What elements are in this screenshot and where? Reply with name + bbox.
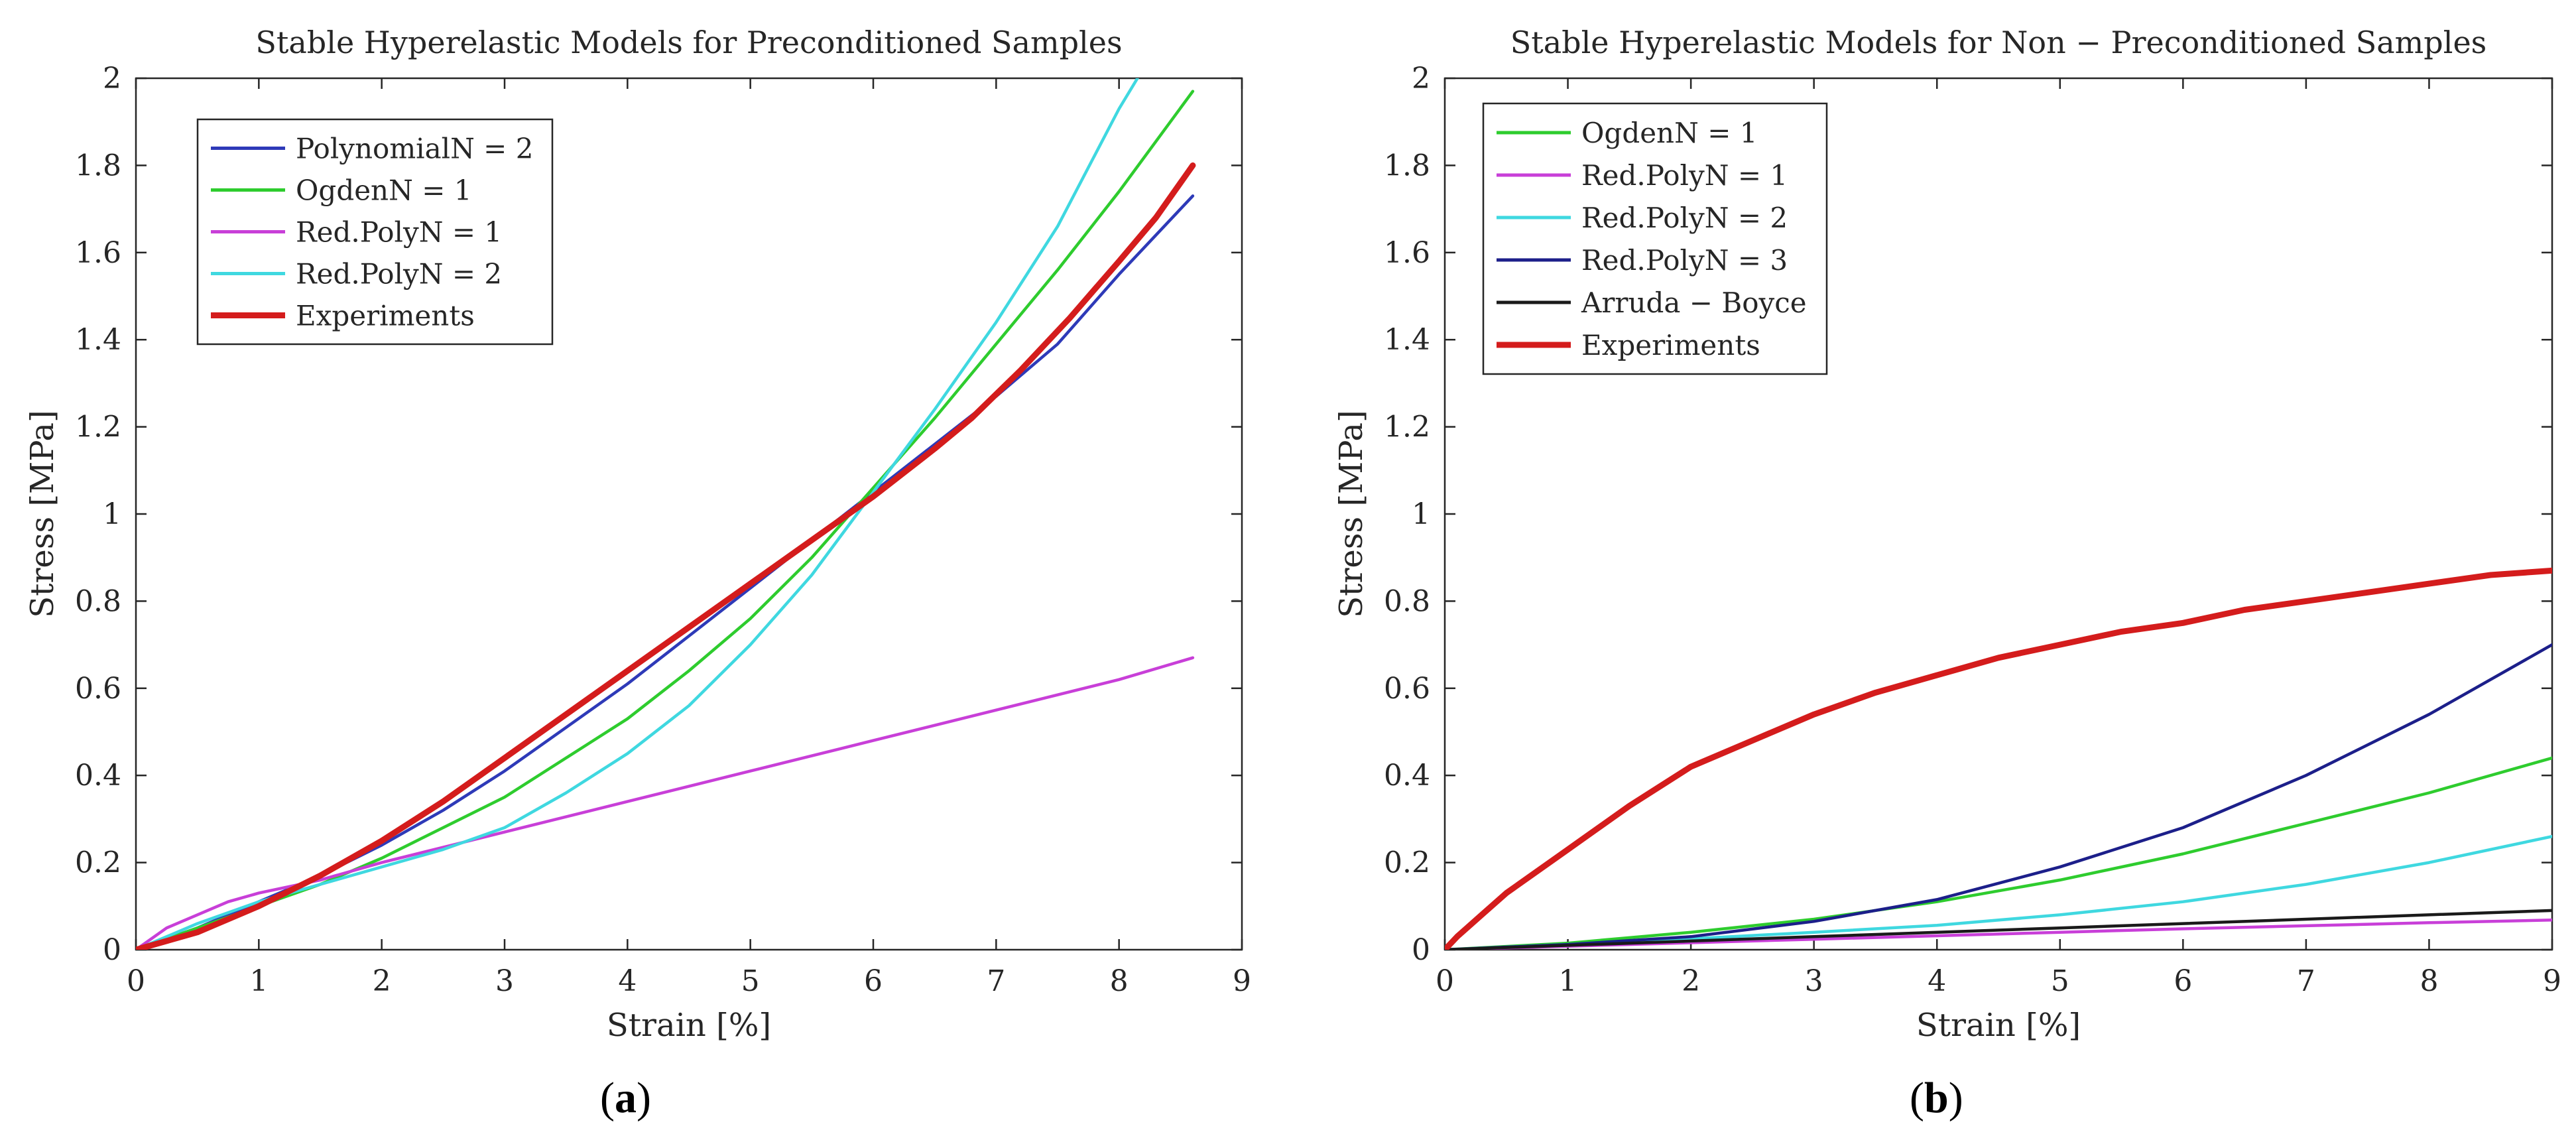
panel-b-caption-close: ) — [1948, 1074, 1963, 1122]
chart-a: 0 1 2 3 4 5 6 7 8 9 0 0.2 0.4 0.6 0.8 1 1.2 1.4 1.6 1.8 2 Sta… — [24, 25, 1251, 1044]
chart-a-title: Stable Hyperelastic Models for Precondit… — [255, 25, 1122, 60]
x-tick-label: 8 — [2420, 964, 2438, 998]
series-line-red-polyn-3 — [1445, 643, 2552, 950]
y-tick-label: 2 — [1412, 62, 1430, 96]
y-tick-label: 1.8 — [75, 149, 121, 182]
legend-entry-label: Red.PolyN = 1 — [296, 216, 502, 249]
series-line-ogdenn-1 — [1445, 756, 2552, 950]
chart-b-y-axis-label: Stress [MPa] — [1333, 410, 1370, 617]
y-tick-label: 1.6 — [75, 236, 121, 270]
x-tick-label: 4 — [618, 964, 637, 998]
legend-entry-label: OgdenN = 1 — [1581, 117, 1757, 149]
y-tick-label: 1.8 — [1384, 149, 1430, 182]
y-tick-label: 2 — [103, 62, 121, 96]
legend-entry-label: Experiments — [296, 300, 475, 332]
y-tick-label: 1.2 — [75, 411, 121, 444]
y-tick-label: 0.4 — [75, 759, 121, 793]
legend-entry-label: Arruda − Boyce — [1581, 287, 1807, 319]
y-tick-label: 0.8 — [75, 584, 121, 618]
series-line-experiments — [136, 162, 1196, 950]
x-tick-label: 2 — [373, 964, 391, 998]
x-tick-label: 4 — [1928, 964, 1946, 998]
chart-a-legend: PolynomialN = 2 OgdenN = 1 Red.PolyN = 1 Re… — [196, 118, 554, 346]
series-line-red-polyn-2 — [136, 78, 1139, 950]
x-tick-label: 7 — [987, 964, 1005, 998]
chart-b-title: Stable Hyperelastic Models for Non − Pre… — [1510, 25, 2487, 60]
y-tick-label: 0.2 — [1384, 846, 1430, 880]
series-line-arruda-boyce — [1445, 909, 2552, 950]
x-tick-label: 2 — [1682, 964, 1700, 998]
x-tick-label: 7 — [2297, 964, 2315, 998]
x-tick-label: 0 — [1436, 964, 1454, 998]
x-tick-label: 8 — [1110, 964, 1129, 998]
panel-b-caption-letter: b — [1924, 1074, 1949, 1122]
legend-box — [1482, 102, 1828, 375]
x-tick-label: 6 — [2174, 964, 2192, 998]
y-tick-label: 0 — [1412, 933, 1430, 967]
y-tick-label: 1 — [1412, 497, 1430, 531]
x-tick-label: 9 — [1233, 964, 1251, 998]
panel-b-caption: (b) — [1910, 1073, 1963, 1123]
legend-entry-label: OgdenN = 1 — [296, 174, 471, 207]
series-line-experiments — [1445, 567, 2552, 950]
x-tick-label: 1 — [1559, 964, 1577, 998]
y-tick-label: 1.4 — [1384, 323, 1430, 357]
y-tick-label: 0 — [103, 933, 121, 967]
y-tick-label: 0.6 — [75, 672, 121, 706]
y-tick-label: 1.6 — [1384, 236, 1430, 270]
chart-b-legend: OgdenN = 1 Red.PolyN = 1 Red.PolyN = 2 Red.… — [1482, 102, 1828, 375]
y-tick-label: 1.4 — [75, 323, 121, 357]
x-tick-label: 9 — [2543, 964, 2561, 998]
panel-a-caption-close: ) — [636, 1074, 651, 1122]
x-tick-label: 5 — [2051, 964, 2069, 998]
chart-b-x-axis-label: Strain [%] — [1916, 1007, 2081, 1044]
y-tick-label: 0.4 — [1384, 759, 1430, 793]
y-tick-label: 0.8 — [1384, 584, 1430, 618]
x-tick-label: 3 — [1805, 964, 1823, 998]
legend-entry-label: Red.PolyN = 1 — [1581, 159, 1788, 192]
legend-entry-label: PolynomialN = 2 — [296, 133, 533, 165]
legend-entry-label: Experiments — [1581, 329, 1760, 361]
legend-entry-label: Red.PolyN = 3 — [1581, 244, 1788, 277]
y-tick-label: 1.2 — [1384, 411, 1430, 444]
y-tick-label: 0.6 — [1384, 672, 1430, 706]
chart-a-y-axis-label: Stress [MPa] — [24, 410, 61, 617]
x-tick-label: 5 — [741, 964, 760, 998]
chart-a-series — [136, 78, 1196, 950]
y-tick-label: 0.2 — [75, 846, 121, 880]
x-tick-label: 6 — [864, 964, 883, 998]
panel-a-caption: (a) — [600, 1073, 651, 1123]
x-tick-label: 0 — [127, 964, 145, 998]
chart-b-series — [1445, 567, 2552, 950]
panel-a-caption-letter: a — [614, 1074, 637, 1122]
panel-b-caption-open: ( — [1910, 1074, 1924, 1122]
panel-a-caption-open: ( — [600, 1074, 615, 1122]
legend-entry-label: Red.PolyN = 2 — [1581, 202, 1788, 234]
x-tick-label: 3 — [495, 964, 514, 998]
y-tick-label: 1 — [103, 497, 121, 531]
chart-a-x-axis-label: Strain [%] — [607, 1007, 771, 1044]
chart-b: 0 1 2 3 4 5 6 7 8 9 0 0.2 0.4 0.6 0.8 1 1.2 1.4 1.6 1.8 2 Sta… — [1333, 25, 2561, 1044]
x-tick-label: 1 — [249, 964, 268, 998]
series-line-red-polyn-1 — [136, 656, 1195, 950]
legend-entry-label: Red.PolyN = 2 — [296, 258, 502, 290]
